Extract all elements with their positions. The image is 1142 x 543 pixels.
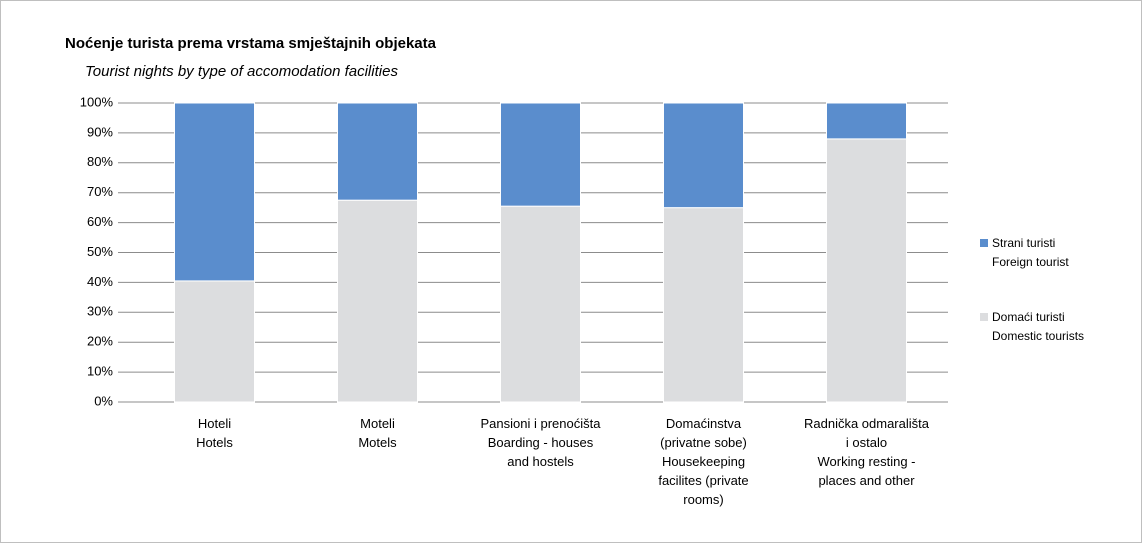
chart-title: Noćenje turista prema vrstama smještajni…: [65, 35, 437, 52]
bar-segment: [663, 102, 744, 209]
x-tick-label: Hoteli Hotels: [196, 416, 233, 450]
bar-segment: [500, 102, 581, 207]
bar-segment: [826, 138, 907, 403]
y-tick-label: 70%: [87, 184, 113, 199]
y-tick-label: 20%: [87, 334, 113, 349]
bar-segment: [174, 280, 255, 403]
y-tick-label: 90%: [87, 124, 113, 139]
y-tick-label: 30%: [87, 304, 113, 319]
y-tick-label: 50%: [87, 244, 113, 259]
y-tick-label: 60%: [87, 214, 113, 229]
bar-segment: [663, 207, 744, 403]
x-tick-label: Radnička odmarališta i ostalo Working re…: [803, 416, 929, 488]
legend-label: Strani turisti Foreign tourist: [992, 236, 1069, 269]
bar-segment: [500, 205, 581, 403]
bar-segment: [337, 102, 418, 201]
chart-subtitle: Tourist nights by type of accomodation f…: [85, 63, 398, 80]
legend-swatch: [980, 239, 988, 247]
y-tick-label: 0%: [94, 393, 113, 408]
y-tick-label: 40%: [87, 274, 113, 289]
bar-segment: [826, 102, 907, 140]
legend-swatch: [980, 313, 988, 321]
bar-segment: [174, 102, 255, 282]
legend-label: Domaći turisti Domestic tourists: [992, 310, 1085, 343]
bar-segment: [337, 199, 418, 403]
y-tick-label: 100%: [80, 94, 114, 109]
y-tick-label: 10%: [87, 364, 113, 379]
x-tick-label: Moteli Motels: [358, 416, 397, 450]
x-tick-label: Domaćinstva (privatne sobe) Housekeeping…: [658, 416, 749, 507]
y-tick-label: 80%: [87, 154, 113, 169]
x-tick-label: Pansioni i prenoćišta Boarding - houses …: [480, 416, 601, 469]
